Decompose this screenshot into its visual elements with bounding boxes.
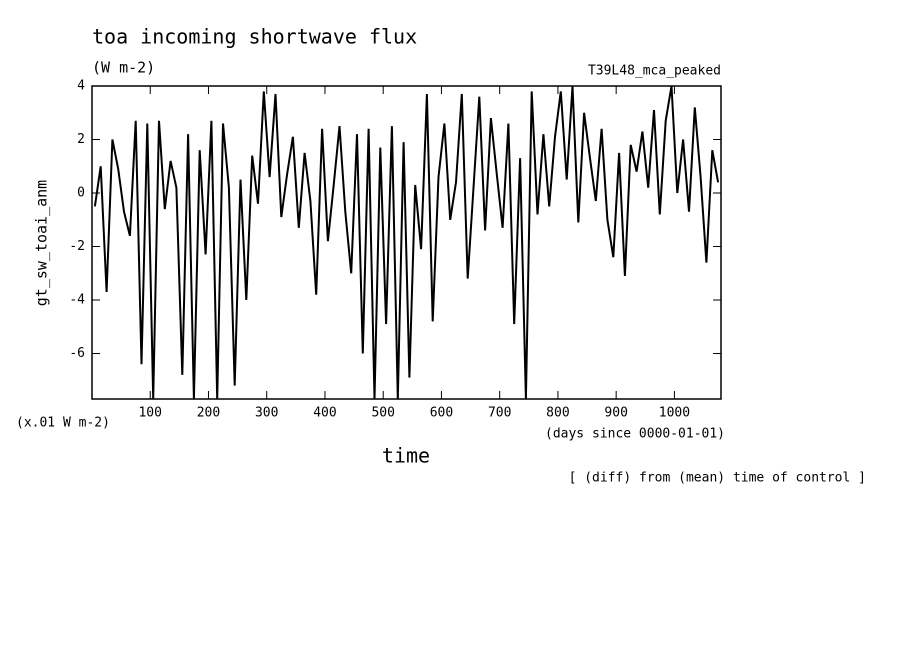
x-tick-label: 700 [488, 406, 511, 421]
chart-subtitle: (W m-2) [92, 59, 155, 77]
x-tick-label: 1000 [659, 406, 690, 421]
x-tick-label: 300 [255, 406, 278, 421]
x-tick-label: 600 [430, 406, 453, 421]
y-tick-label: 2 [77, 132, 85, 147]
y-tick-label: -6 [69, 346, 85, 361]
x-tick-label: 100 [138, 406, 161, 421]
y-tick-label: 0 [77, 186, 85, 201]
plot-frame [91, 85, 722, 400]
y-tick-label: -4 [69, 293, 85, 308]
y-units: (x.01 W m-2) [16, 416, 110, 431]
experiment-label: T39L48_mca_peaked [588, 64, 721, 79]
x-tick-label: 400 [313, 406, 336, 421]
chart-title: toa incoming shortwave flux [92, 25, 417, 49]
x-tick-label: 500 [371, 406, 394, 421]
note: [ (diff) from (mean) time of control ] [569, 471, 866, 486]
x-tick-label: 900 [604, 406, 627, 421]
x-tick-label: 200 [197, 406, 220, 421]
y-tick-label: -2 [69, 239, 85, 254]
data-line [93, 85, 720, 400]
x-units: (days since 0000-01-01) [545, 427, 725, 442]
x-tick-label: 800 [546, 406, 569, 421]
y-axis-label: gt_sw_toai_anm [33, 180, 51, 306]
x-axis-label: time [382, 444, 430, 468]
y-tick-label: 4 [77, 79, 85, 94]
